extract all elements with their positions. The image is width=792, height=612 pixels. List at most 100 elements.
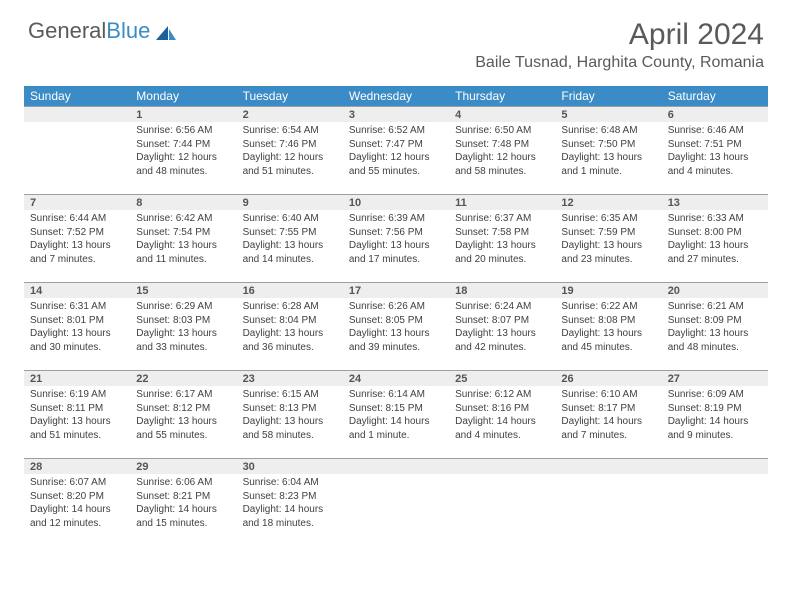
daylight-text: Daylight: 13 hours and 39 minutes. <box>349 327 443 354</box>
day-cell: 18Sunrise: 6:24 AMSunset: 8:07 PMDayligh… <box>449 282 555 370</box>
sunrise-text: Sunrise: 6:12 AM <box>455 388 549 402</box>
sunset-text: Sunset: 7:55 PM <box>243 226 337 240</box>
day-body: Sunrise: 6:10 AMSunset: 8:17 PMDaylight:… <box>555 386 661 446</box>
day-body: Sunrise: 6:54 AMSunset: 7:46 PMDaylight:… <box>237 122 343 182</box>
day-cell: 6Sunrise: 6:46 AMSunset: 7:51 PMDaylight… <box>662 106 768 194</box>
day-number: 6 <box>662 106 768 122</box>
sunrise-text: Sunrise: 6:56 AM <box>136 124 230 138</box>
col-header: Tuesday <box>237 86 343 106</box>
daylight-text: Daylight: 13 hours and 27 minutes. <box>668 239 762 266</box>
daylight-text: Daylight: 14 hours and 15 minutes. <box>136 503 230 530</box>
day-cell: 4Sunrise: 6:50 AMSunset: 7:48 PMDaylight… <box>449 106 555 194</box>
empty-day <box>555 458 661 474</box>
day-body: Sunrise: 6:35 AMSunset: 7:59 PMDaylight:… <box>555 210 661 270</box>
sunset-text: Sunset: 8:13 PM <box>243 402 337 416</box>
sunrise-text: Sunrise: 6:44 AM <box>30 212 124 226</box>
sunrise-text: Sunrise: 6:29 AM <box>136 300 230 314</box>
daylight-text: Daylight: 13 hours and 1 minute. <box>561 151 655 178</box>
day-cell: 30Sunrise: 6:04 AMSunset: 8:23 PMDayligh… <box>237 458 343 546</box>
sunset-text: Sunset: 8:01 PM <box>30 314 124 328</box>
col-header: Friday <box>555 86 661 106</box>
day-number: 15 <box>130 282 236 298</box>
sunset-text: Sunset: 7:51 PM <box>668 138 762 152</box>
day-number: 24 <box>343 370 449 386</box>
day-body: Sunrise: 6:09 AMSunset: 8:19 PMDaylight:… <box>662 386 768 446</box>
day-cell: 9Sunrise: 6:40 AMSunset: 7:55 PMDaylight… <box>237 194 343 282</box>
day-body: Sunrise: 6:19 AMSunset: 8:11 PMDaylight:… <box>24 386 130 446</box>
day-cell: 7Sunrise: 6:44 AMSunset: 7:52 PMDaylight… <box>24 194 130 282</box>
day-body: Sunrise: 6:50 AMSunset: 7:48 PMDaylight:… <box>449 122 555 182</box>
daylight-text: Daylight: 14 hours and 7 minutes. <box>561 415 655 442</box>
logo: GeneralBlue <box>28 18 178 44</box>
sunrise-text: Sunrise: 6:22 AM <box>561 300 655 314</box>
day-number: 7 <box>24 194 130 210</box>
sunset-text: Sunset: 7:46 PM <box>243 138 337 152</box>
day-cell <box>449 458 555 546</box>
day-cell: 10Sunrise: 6:39 AMSunset: 7:56 PMDayligh… <box>343 194 449 282</box>
day-cell <box>662 458 768 546</box>
sunset-text: Sunset: 8:05 PM <box>349 314 443 328</box>
day-number: 17 <box>343 282 449 298</box>
day-cell: 28Sunrise: 6:07 AMSunset: 8:20 PMDayligh… <box>24 458 130 546</box>
sunset-text: Sunset: 8:00 PM <box>668 226 762 240</box>
title-block: April 2024 Baile Tusnad, Harghita County… <box>475 18 764 72</box>
sunset-text: Sunset: 7:44 PM <box>136 138 230 152</box>
day-number: 23 <box>237 370 343 386</box>
sunset-text: Sunset: 8:21 PM <box>136 490 230 504</box>
sunrise-text: Sunrise: 6:09 AM <box>668 388 762 402</box>
col-header: Saturday <box>662 86 768 106</box>
day-cell: 11Sunrise: 6:37 AMSunset: 7:58 PMDayligh… <box>449 194 555 282</box>
sunrise-text: Sunrise: 6:14 AM <box>349 388 443 402</box>
day-number: 12 <box>555 194 661 210</box>
day-number: 28 <box>24 458 130 474</box>
header-row: Sunday Monday Tuesday Wednesday Thursday… <box>24 86 768 106</box>
sunrise-text: Sunrise: 6:15 AM <box>243 388 337 402</box>
daylight-text: Daylight: 12 hours and 58 minutes. <box>455 151 549 178</box>
day-number: 9 <box>237 194 343 210</box>
day-number: 30 <box>237 458 343 474</box>
day-body: Sunrise: 6:04 AMSunset: 8:23 PMDaylight:… <box>237 474 343 534</box>
daylight-text: Daylight: 13 hours and 42 minutes. <box>455 327 549 354</box>
day-cell: 22Sunrise: 6:17 AMSunset: 8:12 PMDayligh… <box>130 370 236 458</box>
day-body: Sunrise: 6:56 AMSunset: 7:44 PMDaylight:… <box>130 122 236 182</box>
sunset-text: Sunset: 8:08 PM <box>561 314 655 328</box>
day-body: Sunrise: 6:24 AMSunset: 8:07 PMDaylight:… <box>449 298 555 358</box>
day-body: Sunrise: 6:15 AMSunset: 8:13 PMDaylight:… <box>237 386 343 446</box>
daylight-text: Daylight: 13 hours and 55 minutes. <box>136 415 230 442</box>
day-number: 1 <box>130 106 236 122</box>
daylight-text: Daylight: 14 hours and 9 minutes. <box>668 415 762 442</box>
daylight-text: Daylight: 14 hours and 12 minutes. <box>30 503 124 530</box>
sunset-text: Sunset: 8:07 PM <box>455 314 549 328</box>
sunrise-text: Sunrise: 6:28 AM <box>243 300 337 314</box>
day-body: Sunrise: 6:46 AMSunset: 7:51 PMDaylight:… <box>662 122 768 182</box>
day-number: 25 <box>449 370 555 386</box>
sunrise-text: Sunrise: 6:46 AM <box>668 124 762 138</box>
sunset-text: Sunset: 7:50 PM <box>561 138 655 152</box>
sunrise-text: Sunrise: 6:52 AM <box>349 124 443 138</box>
sunset-text: Sunset: 7:52 PM <box>30 226 124 240</box>
week-row: 7 Sunrise: 6:44 AMSunset: 7:52 PM Daylight… <box>24 194 768 282</box>
day-number: 8 <box>130 194 236 210</box>
sunset-text: Sunset: 8:04 PM <box>243 314 337 328</box>
header: GeneralBlue April 2024 Baile Tusnad, Har… <box>0 0 792 78</box>
sunset-text: Sunset: 8:11 PM <box>30 402 124 416</box>
day-number: 19 <box>555 282 661 298</box>
daylight-text: Daylight: 13 hours and 36 minutes. <box>243 327 337 354</box>
location: Baile Tusnad, Harghita County, Romania <box>475 54 764 72</box>
daylight-text: Daylight: 12 hours and 48 minutes. <box>136 151 230 178</box>
sunrise-text: Sunrise: 6:48 AM <box>561 124 655 138</box>
day-body: Sunrise: 6:31 AMSunset: 8:01 PMDaylight:… <box>24 298 130 358</box>
daylight-text: Daylight: 13 hours and 4 minutes. <box>668 151 762 178</box>
col-header: Sunday <box>24 86 130 106</box>
day-body: Sunrise: 6:14 AMSunset: 8:15 PMDaylight:… <box>343 386 449 446</box>
sunrise-text: Sunrise: 6:19 AM <box>30 388 124 402</box>
day-body: Sunrise: 6:17 AMSunset: 8:12 PMDaylight:… <box>130 386 236 446</box>
day-cell: 16Sunrise: 6:28 AMSunset: 8:04 PMDayligh… <box>237 282 343 370</box>
empty-day <box>24 106 130 122</box>
day-cell <box>343 458 449 546</box>
sunrise-text: Sunrise: 6:06 AM <box>136 476 230 490</box>
daylight-text: Daylight: 13 hours and 48 minutes. <box>668 327 762 354</box>
sunrise-text: Sunrise: 6:10 AM <box>561 388 655 402</box>
col-header: Wednesday <box>343 86 449 106</box>
day-body: Sunrise: 6:21 AMSunset: 8:09 PMDaylight:… <box>662 298 768 358</box>
